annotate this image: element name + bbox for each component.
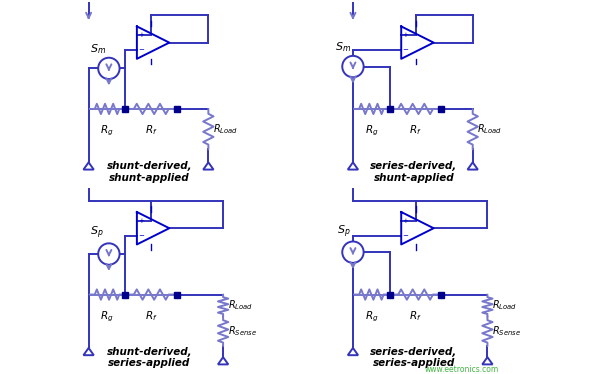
Text: −: − <box>139 47 144 53</box>
Circle shape <box>342 242 364 263</box>
Text: $R_g$: $R_g$ <box>365 309 378 324</box>
Circle shape <box>98 58 119 79</box>
Text: $R_f$: $R_f$ <box>409 124 422 138</box>
Text: www.eetronics.com: www.eetronics.com <box>425 365 499 374</box>
Text: $S_p$: $S_p$ <box>89 225 103 242</box>
Text: $S_m$: $S_m$ <box>89 42 106 56</box>
Text: −: − <box>403 47 409 53</box>
Text: −: − <box>139 233 144 239</box>
Text: $R_f$: $R_f$ <box>409 309 422 323</box>
Text: −: − <box>403 233 409 239</box>
Circle shape <box>98 243 119 265</box>
Text: $S_p$: $S_p$ <box>337 223 351 240</box>
Text: shunt-derived,
shunt-applied: shunt-derived, shunt-applied <box>107 161 192 183</box>
Text: $R_{Load}$: $R_{Load}$ <box>213 122 238 136</box>
Circle shape <box>342 56 364 77</box>
Text: +: + <box>403 218 409 224</box>
Text: +: + <box>403 32 409 38</box>
Text: $R_f$: $R_f$ <box>145 309 158 323</box>
Text: $R_{Sense}$: $R_{Sense}$ <box>228 325 257 338</box>
Text: $R_g$: $R_g$ <box>100 309 114 324</box>
Text: +: + <box>139 32 144 38</box>
Text: $R_{Load}$: $R_{Load}$ <box>228 299 253 313</box>
Text: $R_{Sense}$: $R_{Sense}$ <box>492 325 521 338</box>
Text: $R_f$: $R_f$ <box>145 124 158 138</box>
Text: series-derived,
series-applied: series-derived, series-applied <box>370 347 457 368</box>
Text: +: + <box>139 218 144 224</box>
Text: $R_g$: $R_g$ <box>100 124 114 138</box>
Text: $R_g$: $R_g$ <box>365 124 378 138</box>
Text: $R_{Load}$: $R_{Load}$ <box>492 299 517 313</box>
Text: $R_{Load}$: $R_{Load}$ <box>478 122 503 136</box>
Text: $S_m$: $S_m$ <box>335 40 351 54</box>
Text: shunt-derived,
series-applied: shunt-derived, series-applied <box>107 347 192 368</box>
Text: series-derived,
shunt-applied: series-derived, shunt-applied <box>370 161 457 183</box>
